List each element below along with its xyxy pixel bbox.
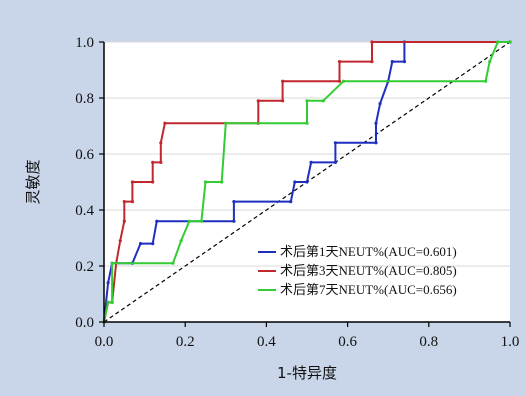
series-2-point [130,200,135,204]
series-2-point [118,239,122,243]
series-2-point [151,160,155,164]
series-2-point [159,141,163,145]
series-1-point [309,160,313,164]
series-3-point [220,180,224,184]
series-2-point [337,79,342,83]
series-3-point [305,99,309,103]
series-1-point [333,160,338,164]
series-1-point [289,200,293,204]
series-3-point [321,99,325,103]
series-1-point [138,242,143,246]
y-tick-label: 0.6 [75,147,94,163]
y-axis-label: 灵敏度 [24,159,42,204]
series-3-point [199,219,204,223]
series-1-point [305,180,309,184]
series-2-point [122,200,126,204]
x-tick-label: 0.2 [176,334,195,350]
legend-label: 术后第3天NEUT%(AUC=0.805) [280,263,457,278]
series-1-point [378,102,382,106]
y-axis-ticks: 0.0 0.2 0.4 0.6 0.8 1.0 [75,35,104,331]
series-3-point [106,300,110,304]
y-tick-label: 1.0 [75,35,94,51]
series-1-point [155,219,159,223]
x-tick-label: 0.4 [257,334,276,350]
series-3-point [171,261,175,265]
axes [103,42,510,323]
series-2-point [159,160,163,164]
x-tick-label: 1.0 [501,334,520,350]
series-2-point [370,60,374,64]
x-axis-label: 1-特异度 [277,364,337,382]
series-1-point [232,219,236,223]
series-2-point [122,219,126,223]
series-1-point [106,281,110,285]
legend-label: 术后第7天NEUT%(AUC=0.656) [280,282,457,297]
x-tick-label: 0.8 [419,334,438,350]
series-3-point [224,121,228,125]
series-3-point [341,79,346,83]
series-3-point [203,180,208,184]
series-2-point [337,60,342,64]
series-3-point [110,261,114,265]
series-3-point [488,60,492,64]
series-3-point [187,219,191,223]
series-3-point [179,239,183,243]
series-3-point [484,79,488,83]
series-1-point [402,60,407,64]
series-2-point [151,180,155,184]
series-3-point [110,300,114,304]
series-3-point [508,40,512,44]
series-1-point [232,200,236,204]
series-2-point [130,180,135,184]
series-2-point [281,79,285,83]
series-2-point [370,40,374,44]
legend: 术后第1天NEUT%(AUC=0.601) 术后第3天NEUT%(AUC=0.80… [258,244,457,297]
series-1-point [374,121,378,125]
y-tick-label: 0.0 [75,315,94,331]
series-1-point [333,141,338,145]
series-3 [102,40,512,324]
y-tick-label: 0.8 [75,91,94,107]
series-1-point [293,180,297,184]
x-axis-ticks: 0.0 0.2 0.4 0.6 0.8 1.0 [95,322,520,350]
series-layer [102,40,512,324]
series-2-point [281,99,285,103]
series-1-point [151,242,155,246]
legend-label: 术后第1天NEUT%(AUC=0.601) [280,244,457,259]
series-2-point [163,121,167,125]
series-2-point [256,99,260,103]
series-1-point [390,60,394,64]
series-2 [102,40,512,324]
y-tick-label: 0.4 [75,203,94,219]
x-tick-label: 0.6 [338,334,357,350]
series-3-point [305,121,309,125]
y-tick-label: 0.2 [75,259,94,275]
series-3-point [496,40,500,44]
x-tick-label: 0.0 [95,334,114,350]
series-1-point [374,141,378,145]
